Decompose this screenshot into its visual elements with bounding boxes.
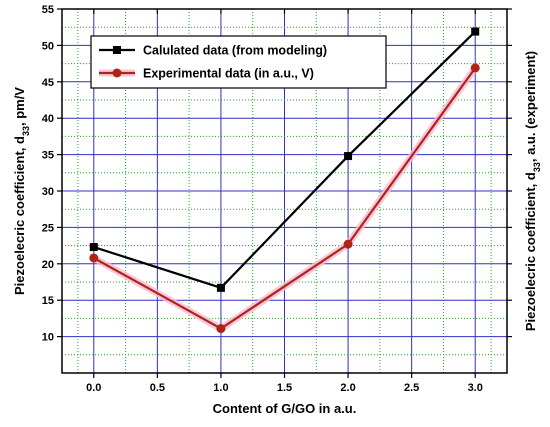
y-tick-label: 40 bbox=[42, 113, 54, 125]
x-tick-label: 0.0 bbox=[86, 382, 101, 394]
axis-ticks: 0.0 0.5 1.0 1.5 2.0 2.5 3.0 10 15 20 25 30 35 40 45 50 5… bbox=[42, 4, 512, 394]
y-axis-label-right-tail: , a.u. (experiment) bbox=[523, 51, 538, 162]
y-tick-label: 10 bbox=[42, 332, 54, 344]
x-tick-label: 2.0 bbox=[340, 382, 355, 394]
y-axis-label-right-sub: 33 bbox=[532, 162, 542, 172]
series-line-1 bbox=[93, 30, 476, 289]
legend-marker-square bbox=[113, 46, 121, 54]
series-line-2 bbox=[93, 67, 477, 330]
x-axis-label: Content of G/GO in a.u. bbox=[213, 401, 357, 416]
legend-label-2: Experimental data (in a.u., V) bbox=[143, 67, 314, 81]
legend-label-1: Calulated data (from modeling) bbox=[143, 44, 327, 58]
y-axis-label-right-main: Piezoelecric coefficient, d bbox=[523, 172, 538, 331]
grid bbox=[62, 8, 507, 373]
legend-marker-circle bbox=[112, 68, 122, 78]
data-point-circle bbox=[216, 324, 226, 334]
y-tick-label: 25 bbox=[42, 222, 54, 234]
y-tick-label: 50 bbox=[42, 40, 54, 52]
y-axis-label-left-sub: 33 bbox=[21, 126, 31, 136]
legend-items: Calulated data (from modeling) Experiment… bbox=[99, 44, 327, 81]
x-tick-label: 3.0 bbox=[468, 382, 483, 394]
data-point-square bbox=[216, 283, 225, 292]
x-tick-label: 1.0 bbox=[213, 382, 228, 394]
data-point-square bbox=[471, 27, 480, 36]
y-tick-label: 15 bbox=[42, 295, 54, 307]
y-axis-label-left: Piezoelecric coefficient, d33, pm/V bbox=[12, 87, 31, 295]
data-point-circle bbox=[89, 253, 99, 263]
y-tick-label: 55 bbox=[42, 4, 54, 16]
y-axis-label-right: Piezoelecric coefficient, d33, a.u. (exp… bbox=[523, 51, 542, 331]
data-point-square bbox=[344, 152, 353, 161]
y-tick-label: 45 bbox=[42, 77, 54, 89]
data-point-circle bbox=[343, 239, 353, 249]
y-tick-label: 20 bbox=[42, 259, 54, 271]
data-point-square bbox=[89, 243, 98, 252]
y-axis-label-left-tail: , pm/V bbox=[12, 87, 27, 126]
series-layer bbox=[89, 27, 480, 334]
legend-box bbox=[90, 35, 387, 89]
x-tick-label: 0.5 bbox=[150, 382, 165, 394]
y-axis-label-left-main: Piezoelecric coefficient, d bbox=[12, 136, 27, 295]
y-tick-label: 30 bbox=[42, 186, 54, 198]
data-point-circle bbox=[470, 63, 480, 73]
y-tick-label: 35 bbox=[42, 150, 54, 162]
x-tick-label: 2.5 bbox=[404, 382, 419, 394]
legend: Calulated data (from modeling) Experiment… bbox=[90, 35, 387, 89]
x-tick-label: 1.5 bbox=[277, 382, 292, 394]
